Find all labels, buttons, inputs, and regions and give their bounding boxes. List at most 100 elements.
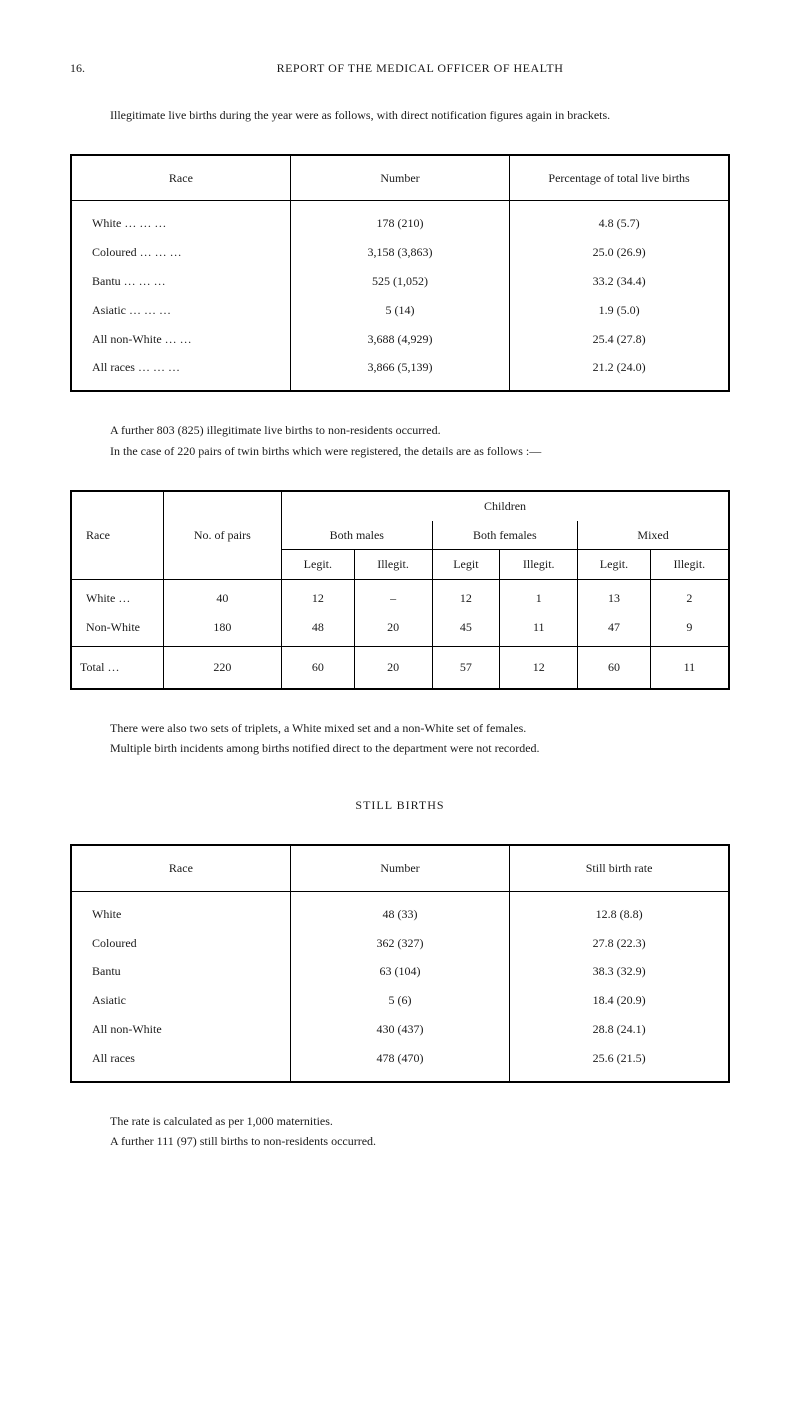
col-illegit: Illegit. (500, 550, 578, 580)
cell: 5 (6) (290, 986, 509, 1015)
note-line: A further 111 (97) still births to non-r… (70, 1133, 730, 1150)
cell: Asiatic … … … (71, 296, 290, 325)
cell: 478 (470) (290, 1044, 509, 1082)
cell: 60 (578, 646, 651, 688)
cell: Bantu (71, 957, 290, 986)
table-row: Asiatic … … …5 (14)1.9 (5.0) (71, 296, 729, 325)
table-row: White48 (33)12.8 (8.8) (71, 891, 729, 928)
note-line: A further 803 (825) illegitimate live bi… (70, 422, 730, 439)
cell: 57 (432, 646, 500, 688)
cell: 12 (282, 580, 355, 613)
col-pct: Percentage of total live births (510, 155, 729, 201)
cell: 25.6 (21.5) (510, 1044, 729, 1082)
cell: Bantu … … … (71, 267, 290, 296)
col-number: Number (290, 845, 509, 891)
note-line: In the case of 220 pairs of twin births … (70, 443, 730, 460)
cell: White (71, 891, 290, 928)
col-illegit: Illegit. (354, 550, 432, 580)
triplets-note: There were also two sets of triplets, a … (70, 720, 730, 758)
cell: 178 (210) (290, 201, 509, 238)
cell: Total … (71, 646, 163, 688)
note-line: There were also two sets of triplets, a … (70, 720, 730, 737)
cell: All non-White … … (71, 325, 290, 354)
col-mixed: Mixed (578, 521, 729, 550)
cell: 12.8 (8.8) (510, 891, 729, 928)
cell: 11 (500, 613, 578, 646)
col-race: Race (71, 155, 290, 201)
table-row: Bantu … … …525 (1,052)33.2 (34.4) (71, 267, 729, 296)
table-row: All races478 (470)25.6 (21.5) (71, 1044, 729, 1082)
cell: 27.8 (22.3) (510, 929, 729, 958)
page-number: 16. (70, 60, 110, 77)
cell: 180 (163, 613, 281, 646)
col-legit: Legit. (578, 550, 651, 580)
cell: 47 (578, 613, 651, 646)
footer-note: The rate is calculated as per 1,000 mate… (70, 1113, 730, 1151)
table-row: Asiatic5 (6)18.4 (20.9) (71, 986, 729, 1015)
table-header-row: Race No. of pairs Children (71, 491, 729, 521)
cell: 4.8 (5.7) (510, 201, 729, 238)
table-row: Non-White18048204511479 (71, 613, 729, 646)
cell: 5 (14) (290, 296, 509, 325)
cell: 21.2 (24.0) (510, 353, 729, 391)
twin-births-table: Race No. of pairs Children Both males Bo… (70, 490, 730, 690)
cell: Asiatic (71, 986, 290, 1015)
table-row: Coloured … … …3,158 (3,863)25.0 (26.9) (71, 238, 729, 267)
cell: 45 (432, 613, 500, 646)
col-both-males: Both males (282, 521, 432, 550)
cell: 38.3 (32.9) (510, 957, 729, 986)
cell: 18.4 (20.9) (510, 986, 729, 1015)
cell: 48 (33) (290, 891, 509, 928)
cell: White … … … (71, 201, 290, 238)
cell: 1 (500, 580, 578, 613)
col-legit: Legit. (282, 550, 355, 580)
col-children: Children (282, 491, 729, 521)
report-title: REPORT OF THE MEDICAL OFFICER OF HEALTH (110, 60, 730, 77)
mid-note: A further 803 (825) illegitimate live bi… (70, 422, 730, 460)
cell: 20 (354, 613, 432, 646)
table-row: All non-White430 (437)28.8 (24.1) (71, 1015, 729, 1044)
cell: 2 (650, 580, 729, 613)
table-row: White … … …178 (210)4.8 (5.7) (71, 201, 729, 238)
cell: All races (71, 1044, 290, 1082)
table-header-row: Race Number Percentage of total live bir… (71, 155, 729, 201)
cell: 12 (432, 580, 500, 613)
illegitimate-births-table: Race Number Percentage of total live bir… (70, 154, 730, 393)
cell: 9 (650, 613, 729, 646)
col-race: Race (71, 491, 163, 580)
cell: 33.2 (34.4) (510, 267, 729, 296)
cell: 11 (650, 646, 729, 688)
cell: 220 (163, 646, 281, 688)
table-header-row: Race Number Still birth rate (71, 845, 729, 891)
cell: 3,688 (4,929) (290, 325, 509, 354)
cell: 28.8 (24.1) (510, 1015, 729, 1044)
col-number: Number (290, 155, 509, 201)
cell: 20 (354, 646, 432, 688)
cell: 525 (1,052) (290, 267, 509, 296)
col-race: Race (71, 845, 290, 891)
cell: All non-White (71, 1015, 290, 1044)
still-births-table: Race Number Still birth rate White48 (33… (70, 844, 730, 1083)
intro-paragraph: Illegitimate live births during the year… (70, 107, 730, 124)
cell: 3,158 (3,863) (290, 238, 509, 267)
col-pairs: No. of pairs (163, 491, 281, 580)
table-total-row: Total … 220 60 20 57 12 60 11 (71, 646, 729, 688)
table-row: All non-White … …3,688 (4,929)25.4 (27.8… (71, 325, 729, 354)
col-illegit: Illegit. (650, 550, 729, 580)
table-row: All races … … …3,866 (5,139)21.2 (24.0) (71, 353, 729, 391)
cell: – (354, 580, 432, 613)
note-line: Multiple birth incidents among births no… (70, 740, 730, 757)
table-row: Coloured362 (327)27.8 (22.3) (71, 929, 729, 958)
cell: 40 (163, 580, 281, 613)
cell: All races … … … (71, 353, 290, 391)
col-legit: Legit (432, 550, 500, 580)
col-both-females: Both females (432, 521, 578, 550)
cell: White … (71, 580, 163, 613)
cell: 25.0 (26.9) (510, 238, 729, 267)
cell: Coloured … … … (71, 238, 290, 267)
cell: 430 (437) (290, 1015, 509, 1044)
cell: Coloured (71, 929, 290, 958)
table-row: White …4012–121132 (71, 580, 729, 613)
cell: 63 (104) (290, 957, 509, 986)
cell: 13 (578, 580, 651, 613)
